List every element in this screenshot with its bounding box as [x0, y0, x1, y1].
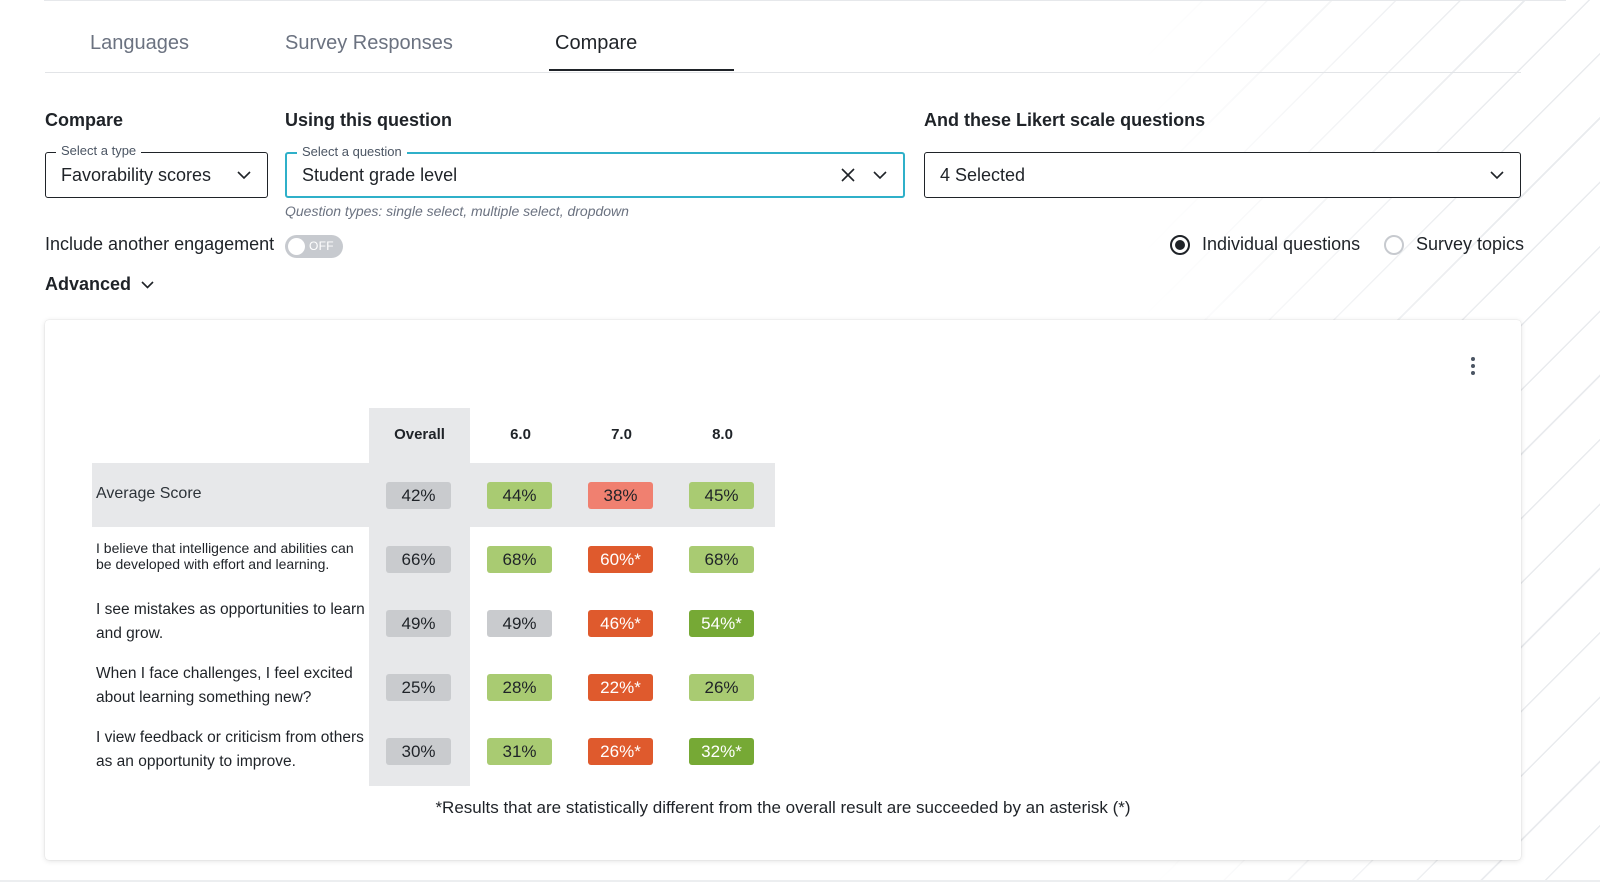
column-header-7: 7.0 [611, 426, 632, 443]
toggle-state-text: OFF [309, 239, 334, 253]
column-header-6: 6.0 [510, 426, 531, 443]
compare-label: Compare [45, 110, 124, 130]
score-cell: 66% [386, 546, 451, 573]
score-cell: 22%* [588, 674, 653, 701]
row-label-1: I believe that intelligence and abilitie… [96, 540, 354, 572]
chevron-down-icon [1486, 164, 1508, 186]
likert-value: 4 Selected [940, 164, 1026, 185]
column-header-overall: Overall [394, 426, 445, 443]
score-cell: 49% [487, 610, 552, 637]
score-cell: 28% [487, 674, 552, 701]
row-label-4: I view feedback or criticism from others… [96, 729, 364, 770]
tab-bar: Languages Survey Responses Compare [45, 0, 1521, 73]
advanced-toggle[interactable]: Advanced [45, 274, 154, 295]
score-cell: 31% [487, 738, 552, 765]
more-options-icon[interactable] [1463, 354, 1483, 378]
active-tab-indicator [549, 69, 734, 71]
score-cell: 42% [386, 482, 451, 509]
score-cell: 26%* [588, 738, 653, 765]
likert-select[interactable]: 4 Selected [924, 152, 1521, 198]
include-engagement-label: Include another engagement [45, 234, 275, 254]
chevron-down-icon [233, 164, 255, 186]
top-divider [44, 0, 1566, 1]
question-value: Student grade level [302, 164, 458, 185]
row-label-3: When I face challenges, I feel excited a… [96, 665, 353, 706]
score-cell: 38% [588, 482, 653, 509]
radio-unchecked-icon [1384, 234, 1404, 255]
score-cell: 60%* [588, 546, 653, 573]
chevron-down-icon [141, 276, 154, 294]
compare-type-legend: Select a type [56, 143, 142, 158]
score-cell: 30% [386, 738, 451, 765]
compare-type-value: Favorability scores [61, 164, 212, 185]
radio-checked-icon [1170, 234, 1190, 255]
compare-type-select[interactable]: Select a type Favorability scores [45, 143, 268, 198]
column-header-8: 8.0 [712, 426, 733, 443]
question-legend: Select a question [297, 144, 407, 159]
tab-languages[interactable]: Languages [90, 32, 189, 54]
score-cell: 49% [386, 610, 451, 637]
chevron-down-icon [869, 164, 891, 186]
score-cell: 46%* [588, 610, 653, 637]
radio-survey-topics-label: Survey topics [1416, 234, 1525, 254]
question-select[interactable]: Select a question Student grade level [285, 144, 905, 198]
score-cell: 45% [689, 482, 754, 509]
toggle-knob [288, 238, 305, 255]
score-cell: 68% [689, 546, 754, 573]
include-engagement-toggle[interactable]: OFF [285, 235, 343, 258]
radio-survey-topics[interactable]: Survey topics [1384, 234, 1524, 255]
comparison-card: Overall 6.0 7.0 8.0 Average Score I beli… [45, 320, 1521, 860]
score-cell: 26% [689, 674, 754, 701]
score-cell: 25% [386, 674, 451, 701]
row-label-2: I see mistakes as opportunities to learn… [96, 601, 365, 642]
question-types-hint: Question types: single select, multiple … [285, 203, 629, 219]
footnote: *Results that are statistically differen… [435, 798, 1131, 817]
tab-survey-responses[interactable]: Survey Responses [285, 32, 453, 54]
score-cell: 44% [487, 482, 552, 509]
radio-individual-questions[interactable]: Individual questions [1170, 234, 1360, 255]
tab-compare[interactable]: Compare [555, 32, 638, 54]
advanced-label: Advanced [45, 274, 132, 294]
score-cell: 54%* [689, 610, 754, 637]
question-label: Using this question [285, 110, 453, 130]
bottom-divider [0, 880, 1600, 882]
score-cell: 68% [487, 546, 552, 573]
clear-icon[interactable] [837, 164, 859, 186]
score-cell: 32%* [689, 738, 754, 765]
likert-label: And these Likert scale questions [924, 110, 1206, 130]
row-label-average: Average Score [96, 485, 202, 502]
radio-individual-label: Individual questions [1202, 234, 1361, 254]
